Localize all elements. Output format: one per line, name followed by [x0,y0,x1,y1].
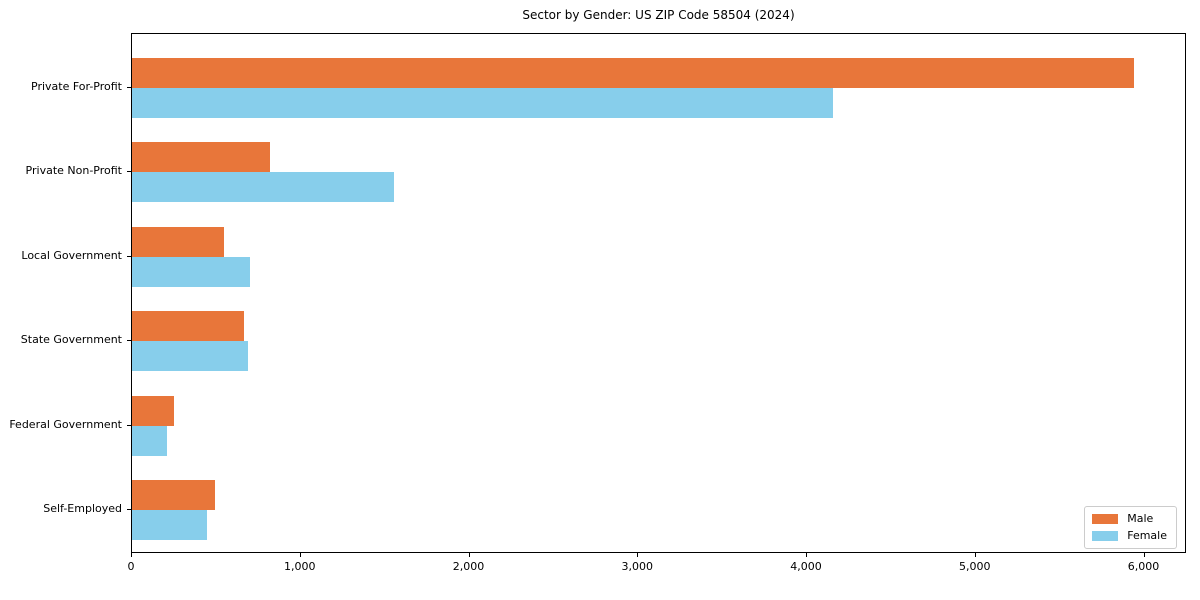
bar-male-4 [132,311,245,342]
x-tick-label: 3,000 [621,560,654,573]
legend-label-female: Female [1127,529,1167,542]
bar-male-5 [132,395,175,426]
y-tick-label: Self-Employed [43,502,122,515]
y-tick-mark [127,424,131,426]
y-tick-label: Private Non-Profit [25,164,122,178]
y-tick-label: State Government [20,333,122,347]
legend: Male Female [1084,506,1177,549]
legend-item-female: Female [1092,530,1167,542]
x-tick-label: 1,000 [284,560,316,573]
x-tick-label: 5,000 [959,560,991,573]
bar-male-3 [132,226,224,257]
x-tick-label: 4,000 [790,560,822,573]
legend-swatch-male [1092,514,1119,524]
legend-swatch-female [1092,531,1119,541]
y-tick-mark [127,171,131,173]
x-tick-mark [468,553,470,557]
x-tick-label: 2,000 [452,560,485,573]
x-tick-mark [299,553,301,557]
x-tick-label: 6,000 [1127,560,1160,573]
y-tick-label: Local Government [21,248,122,262]
plot-area: Male Female [131,33,1186,553]
x-tick-mark [974,553,976,557]
legend-label-male: Male [1127,512,1154,525]
y-tick-label: Federal Government [9,417,122,431]
x-tick-mark [131,553,132,557]
bar-female-3 [132,256,251,287]
bar-male-6 [132,480,215,510]
bar-female-5 [132,425,167,456]
bar-female-4 [132,341,249,372]
legend-item-male: Male [1092,513,1167,525]
x-tick-mark [637,553,639,557]
x-tick-mark [1143,553,1145,557]
y-tick-mark [127,509,131,510]
x-tick-mark [806,553,807,557]
x-tick-label: 0 [127,560,135,573]
y-tick-mark [127,87,131,88]
chart-title: Sector by Gender: US ZIP Code 58504 (202… [522,8,795,22]
bar-female-1 [132,88,834,118]
bar-female-6 [132,510,208,540]
y-tick-mark [127,340,131,342]
y-tick-mark [127,255,131,257]
bar-male-2 [132,142,271,173]
bar-male-1 [132,58,1134,88]
bar-female-2 [132,172,395,203]
y-tick-label: Private For-Profit [31,80,122,93]
